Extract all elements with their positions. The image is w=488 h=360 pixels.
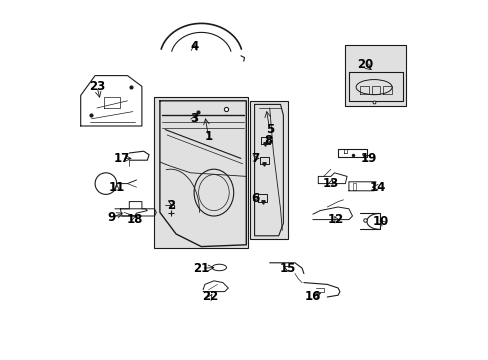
Text: 11: 11 — [108, 181, 124, 194]
Text: 21: 21 — [193, 262, 209, 275]
Text: 20: 20 — [356, 58, 372, 71]
Bar — [154, 97, 247, 248]
Text: 23: 23 — [89, 80, 105, 93]
Text: 8: 8 — [263, 134, 271, 147]
Bar — [249, 101, 287, 239]
Text: 3: 3 — [190, 112, 198, 125]
Text: 1: 1 — [204, 130, 212, 143]
Text: 14: 14 — [369, 181, 385, 194]
Text: 6: 6 — [251, 192, 259, 204]
Text: 5: 5 — [265, 123, 273, 136]
Text: 10: 10 — [372, 215, 388, 228]
Text: 19: 19 — [360, 152, 376, 165]
Bar — [345, 45, 406, 106]
Text: 4: 4 — [189, 40, 198, 53]
Text: 17: 17 — [114, 152, 130, 165]
Text: 22: 22 — [202, 291, 218, 303]
Text: 13: 13 — [322, 177, 338, 190]
Text: 12: 12 — [327, 213, 344, 226]
Text: 7: 7 — [251, 152, 259, 165]
Text: 15: 15 — [279, 262, 295, 275]
Text: 9: 9 — [107, 211, 115, 224]
Text: 16: 16 — [304, 291, 321, 303]
Text: 18: 18 — [126, 213, 142, 226]
Text: 2: 2 — [166, 199, 174, 212]
